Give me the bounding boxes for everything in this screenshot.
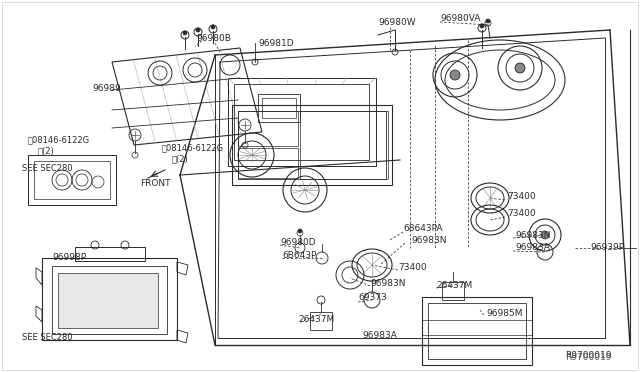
Text: 96998P: 96998P bbox=[52, 253, 86, 263]
Bar bbox=[34, 161, 110, 199]
Circle shape bbox=[486, 19, 490, 23]
Text: R9700019: R9700019 bbox=[565, 350, 611, 359]
Bar bbox=[58, 273, 158, 328]
Text: 69373: 69373 bbox=[358, 294, 387, 302]
Text: 96983N: 96983N bbox=[370, 279, 406, 288]
Bar bbox=[428, 303, 526, 359]
Bar bbox=[228, 78, 376, 166]
Text: SEE SEC280: SEE SEC280 bbox=[22, 334, 72, 343]
Text: 73400: 73400 bbox=[507, 192, 536, 201]
Bar bbox=[42, 258, 177, 340]
Text: SEE SEC280: SEE SEC280 bbox=[22, 164, 72, 173]
Bar bbox=[300, 111, 388, 179]
Circle shape bbox=[211, 25, 215, 29]
Text: 96983A: 96983A bbox=[515, 244, 550, 253]
Circle shape bbox=[196, 28, 200, 32]
Text: Ⓢ08146-6122G: Ⓢ08146-6122G bbox=[28, 135, 90, 144]
Text: FRONT: FRONT bbox=[140, 179, 170, 187]
Bar bbox=[310, 312, 332, 330]
Text: 96980D: 96980D bbox=[280, 237, 316, 247]
Text: 73400: 73400 bbox=[507, 208, 536, 218]
Text: Ⓢ(2): Ⓢ(2) bbox=[38, 147, 55, 155]
Text: 96983A: 96983A bbox=[362, 330, 397, 340]
Text: 68643PA: 68643PA bbox=[403, 224, 442, 232]
Bar bbox=[442, 282, 464, 300]
Bar bbox=[234, 84, 369, 160]
Bar bbox=[52, 266, 167, 334]
Text: 73400: 73400 bbox=[398, 263, 427, 273]
Text: 6B643P: 6B643P bbox=[282, 250, 316, 260]
Bar bbox=[75, 247, 145, 261]
Circle shape bbox=[515, 63, 525, 73]
Circle shape bbox=[298, 229, 302, 233]
Bar bbox=[262, 98, 296, 118]
Bar bbox=[258, 94, 300, 122]
Text: 96985M: 96985M bbox=[486, 308, 522, 317]
Text: Ⓢ(2): Ⓢ(2) bbox=[172, 154, 189, 164]
Text: 96980B: 96980B bbox=[196, 33, 231, 42]
Circle shape bbox=[450, 70, 460, 80]
Bar bbox=[238, 111, 386, 179]
Text: 96983N: 96983N bbox=[515, 231, 550, 240]
Bar bbox=[422, 297, 532, 365]
Bar bbox=[238, 148, 298, 178]
Bar bbox=[28, 155, 116, 205]
Text: 26437M: 26437M bbox=[298, 315, 334, 324]
Text: 26437M: 26437M bbox=[436, 282, 472, 291]
Circle shape bbox=[541, 231, 549, 239]
Text: 96983N: 96983N bbox=[411, 235, 447, 244]
Text: 96980VA: 96980VA bbox=[440, 13, 481, 22]
Text: 96939P: 96939P bbox=[590, 244, 624, 253]
Text: R9700019: R9700019 bbox=[565, 353, 611, 362]
Bar bbox=[238, 111, 298, 146]
Bar bbox=[232, 105, 392, 185]
Text: Ⓢ08146-6122G: Ⓢ08146-6122G bbox=[162, 144, 224, 153]
Text: 96989: 96989 bbox=[92, 83, 121, 93]
Circle shape bbox=[183, 31, 187, 35]
Text: 96980W: 96980W bbox=[378, 17, 415, 26]
Text: 96981D: 96981D bbox=[258, 38, 294, 48]
Circle shape bbox=[480, 24, 484, 28]
